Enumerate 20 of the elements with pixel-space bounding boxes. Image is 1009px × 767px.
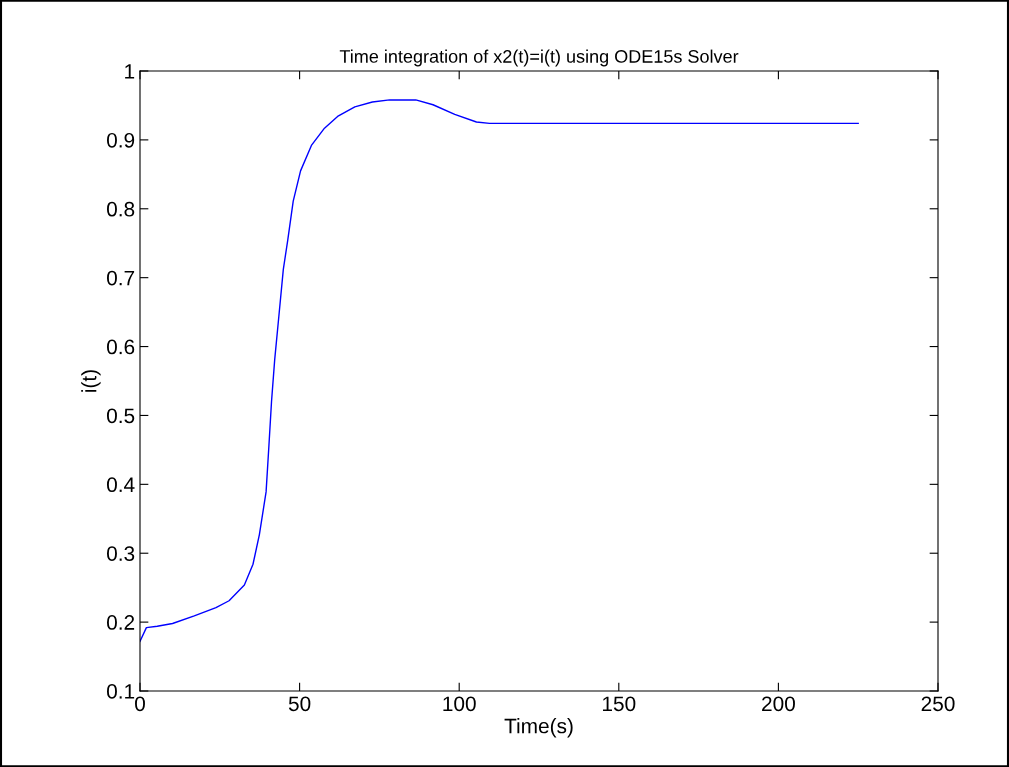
x-axis-title: Time(s) — [504, 718, 573, 738]
y-tick-label: 0.2 — [106, 615, 135, 630]
x-tick-label: 50 — [288, 696, 311, 712]
y-tick-label: 0.6 — [106, 339, 135, 355]
y-tick-label: 0.8 — [106, 201, 135, 217]
x-tick-label: 100 — [443, 696, 476, 712]
x-tick-label: 150 — [603, 696, 636, 712]
y-tick-label: 0.7 — [106, 270, 135, 286]
x-tick-label: 250 — [921, 696, 955, 712]
y-tick-label: 0.5 — [106, 408, 135, 424]
x-tick-label: 0 — [135, 696, 145, 712]
chart-title: Time integration of x2(t)=i(t) using ODE15s Solver — [339, 49, 739, 67]
y-tick-label: 1 — [125, 64, 135, 79]
y-tick-label: 0.1 — [106, 684, 135, 699]
y-tick-label: 0.9 — [106, 132, 135, 148]
line-series — [140, 99, 859, 643]
y-axis-title: i(t) — [81, 370, 101, 392]
y-tick-label: 0.3 — [106, 546, 135, 561]
x-tick-label: 200 — [762, 696, 795, 712]
y-tick-label: 0.4 — [106, 477, 135, 493]
